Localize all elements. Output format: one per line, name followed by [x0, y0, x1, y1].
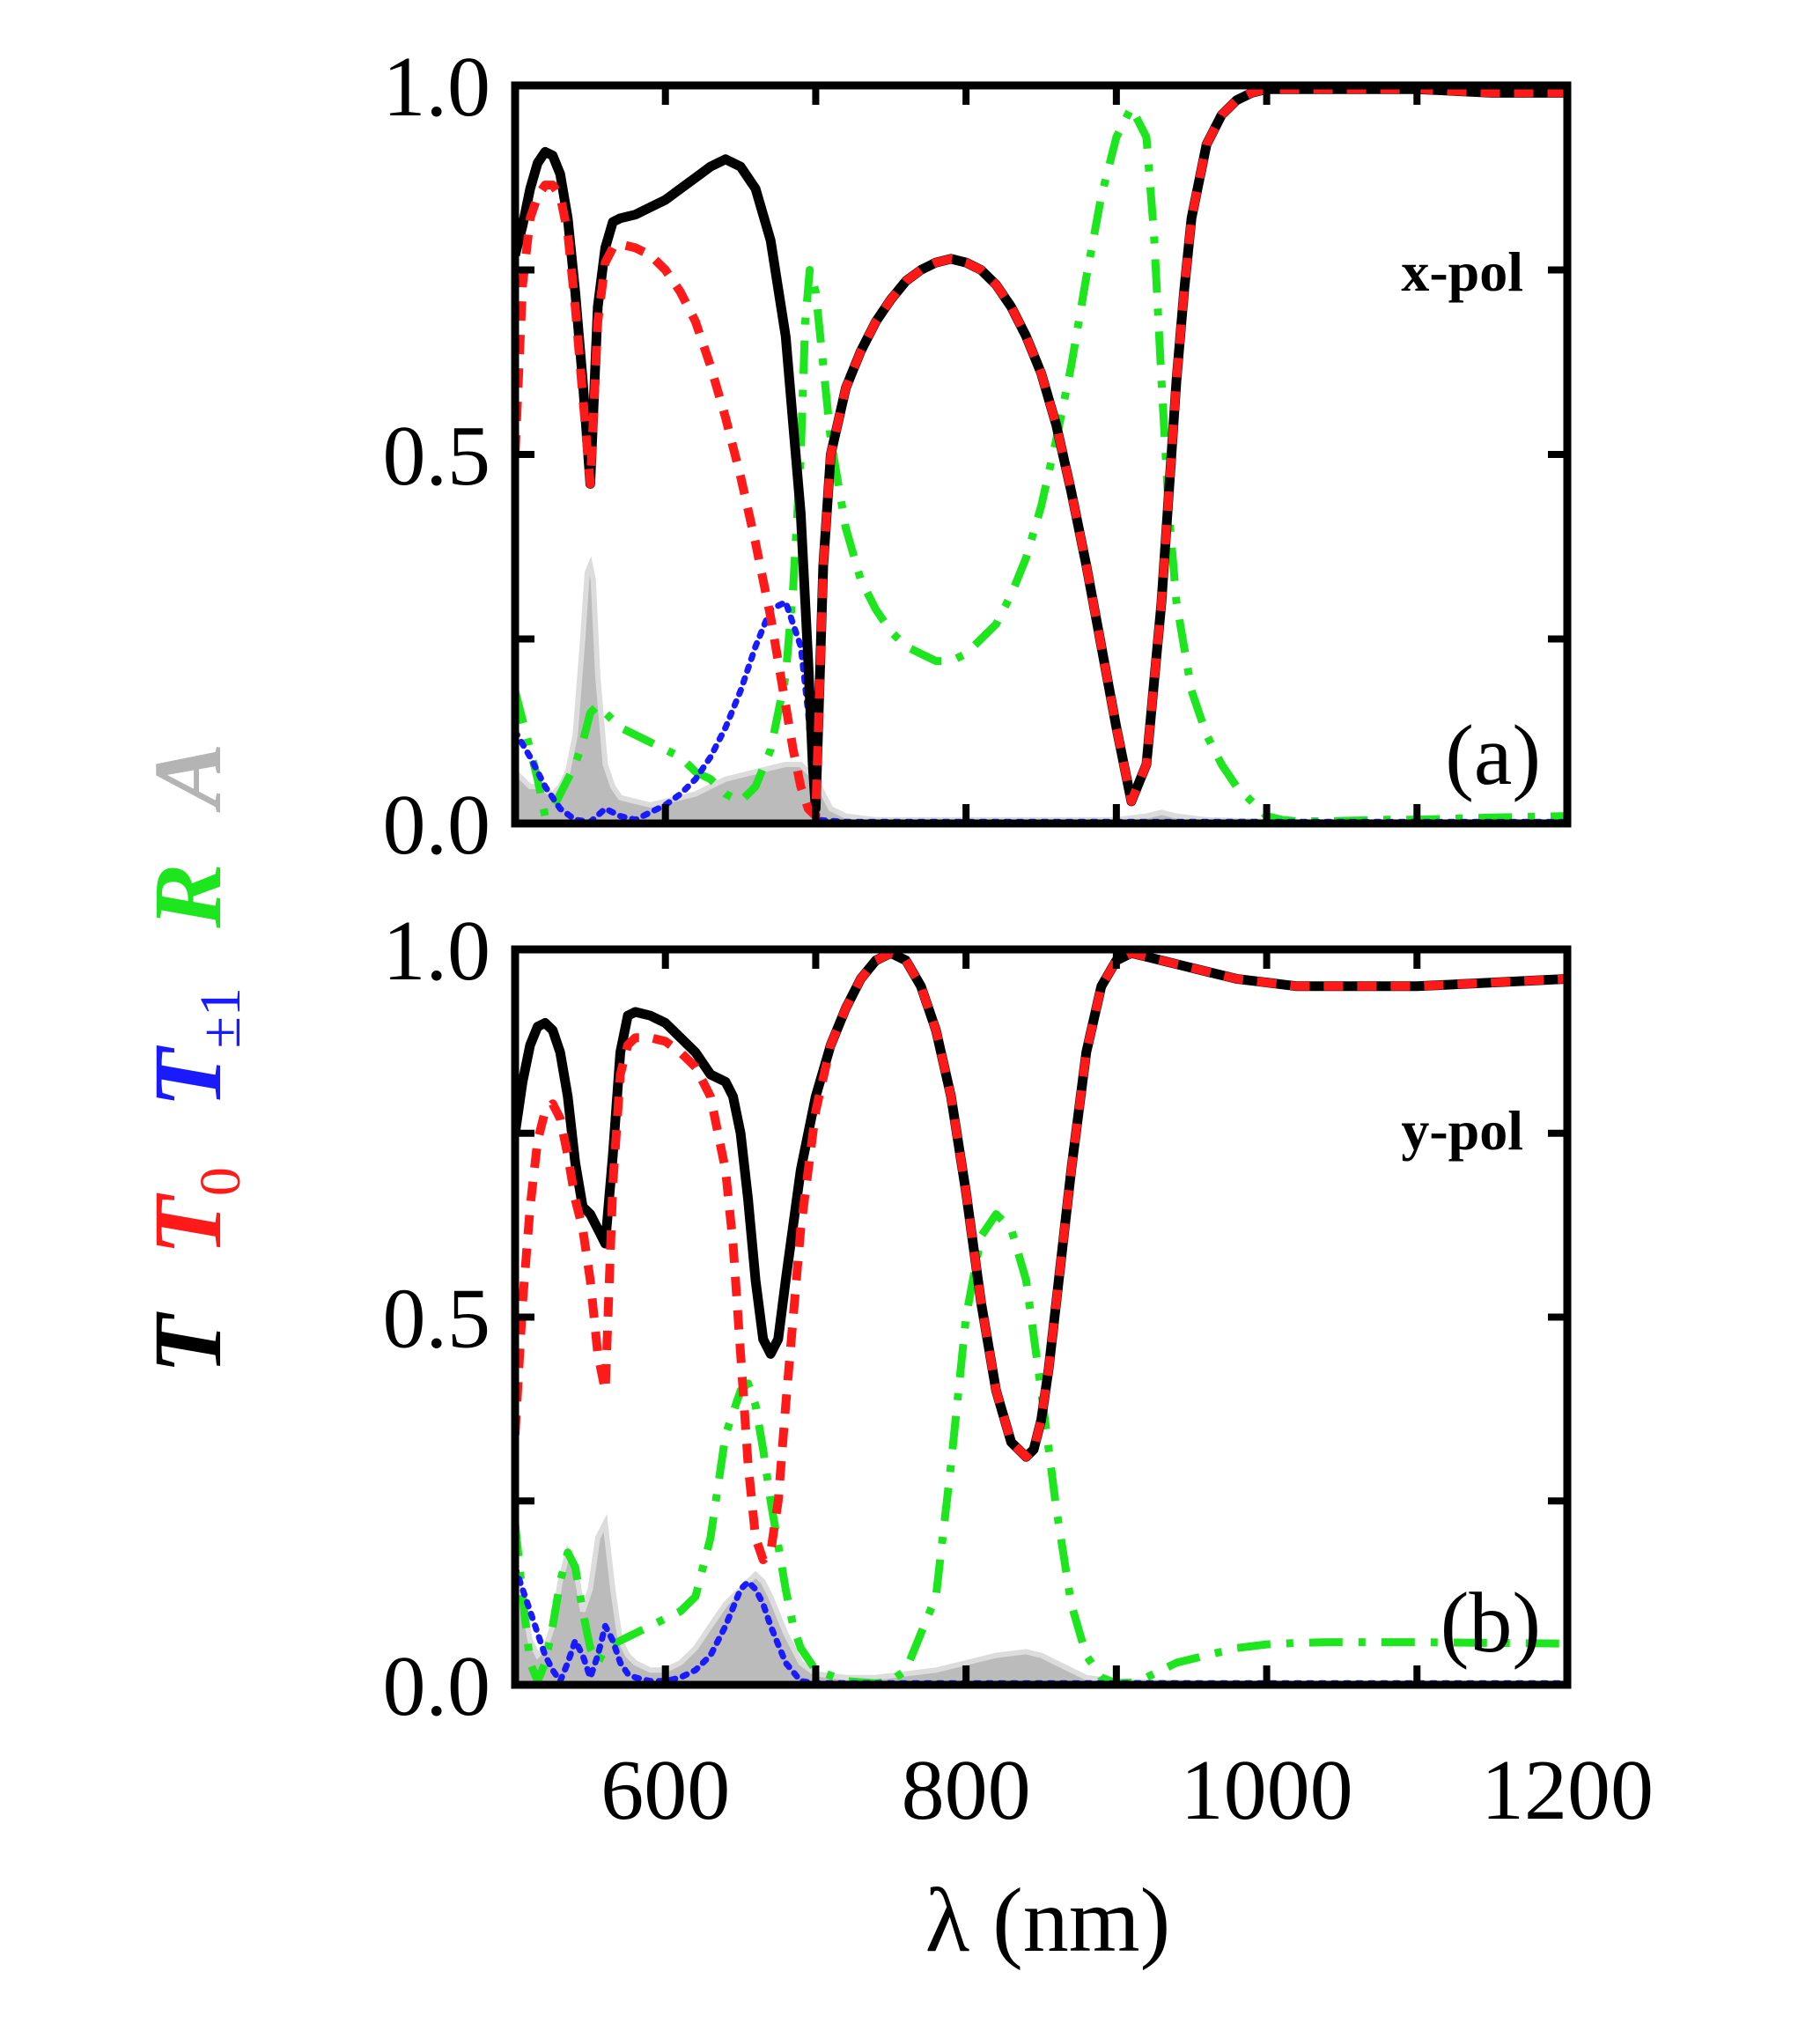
ylabel-t0: T: [134, 1192, 241, 1255]
ylabel-t1: T: [134, 1045, 241, 1108]
y-tick-label: 1.0: [383, 904, 491, 999]
y-tick-label: 0.0: [383, 1639, 491, 1734]
y-tick-label: 0.5: [383, 409, 491, 504]
series-t: [515, 949, 1567, 1462]
series-tpm1: [515, 599, 1567, 823]
ylabel-t1-sub: ±1: [188, 987, 253, 1048]
series-a: [515, 1514, 1567, 1685]
ylabel-r: R: [134, 863, 241, 928]
y-tick-label: 0.5: [383, 1272, 491, 1367]
ylabel-t0-sub: 0: [188, 1167, 253, 1196]
series-t0: [515, 949, 1567, 1564]
series-r: [515, 103, 1567, 823]
polarization-label: x-pol: [1401, 240, 1523, 303]
y-tick-label: 1.0: [383, 40, 491, 135]
y-axis-label: T T0 T±1 R A: [134, 742, 261, 1374]
series-t: [515, 85, 1567, 814]
series-r: [515, 1210, 1567, 1685]
polarization-label: y-pol: [1401, 1099, 1523, 1162]
x-axis-label: λ (nm): [925, 1870, 1171, 1971]
panel-b: 0.0 0.5 1.0 600 800 1000 1200 (b) y-pol: [383, 904, 1654, 1838]
x-tick-label: 1200: [1481, 1743, 1654, 1838]
x-tick-label: 1000: [1181, 1743, 1353, 1838]
series-t0: [515, 85, 1567, 821]
x-tick-label: 600: [601, 1743, 730, 1838]
panel-label: (a): [1445, 708, 1541, 803]
ylabel-a: A: [134, 742, 241, 812]
panel-a: 0.0 0.5 1.0 (a) x-pol: [383, 40, 1572, 873]
ylabel-t: T: [134, 1311, 241, 1374]
plot-area: [515, 949, 1567, 1685]
panel-label: (b): [1441, 1576, 1541, 1671]
plot-area: [515, 85, 1567, 823]
series-a: [515, 556, 1567, 823]
axes-frame: [511, 945, 1572, 1689]
svg-text:T T0 T±1 R: T T0 T±1 R A: [134, 742, 261, 1374]
y-tick-label: 0.0: [383, 778, 491, 873]
x-tick-label: 800: [902, 1743, 1031, 1838]
